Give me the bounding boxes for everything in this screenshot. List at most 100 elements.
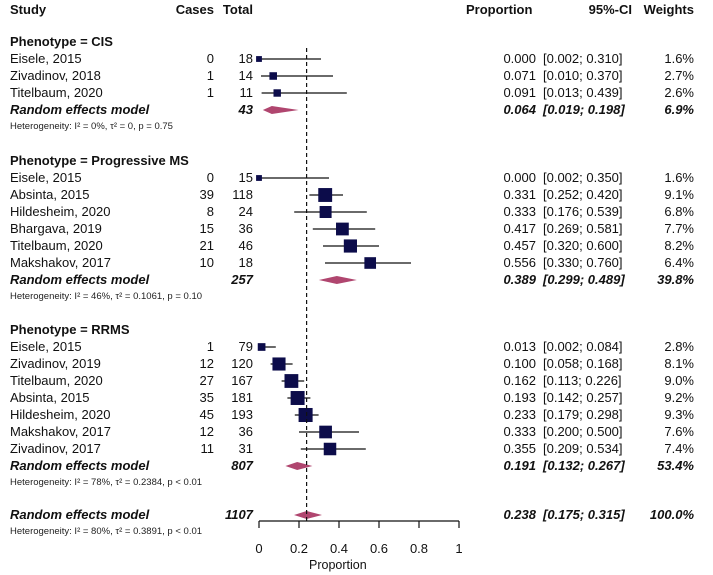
proportion-value: 0.417: [503, 221, 536, 236]
subgroup-title: Phenotype = CIS: [10, 34, 113, 49]
study-cases: 10: [199, 255, 214, 270]
study-square: [323, 442, 337, 456]
weight-value: 9.1%: [664, 187, 694, 202]
header-cases: Cases: [175, 2, 214, 17]
study-name: Hildesheim, 2020: [10, 204, 111, 219]
weight-value: 2.7%: [664, 68, 694, 83]
pooled-estimate-diamond: [318, 276, 357, 284]
ci-value: [0.176; 0.539]: [543, 204, 623, 219]
random-effects-model-label: Random effects model: [10, 458, 150, 473]
weight-value: 8.2%: [664, 238, 694, 253]
ci-value: [0.299; 0.489]: [543, 272, 625, 287]
x-tick-label: 0: [255, 541, 262, 556]
study-square: [269, 72, 277, 80]
study-cases: 21: [199, 238, 214, 253]
weight-value: 39.8%: [657, 272, 694, 287]
study-name: Absinta, 2015: [10, 390, 90, 405]
weight-value: 2.6%: [664, 85, 694, 100]
weight-value: 8.1%: [664, 356, 694, 371]
pooled-estimate-diamond: [294, 511, 322, 519]
study-square: [290, 391, 305, 405]
study-cases: 1: [206, 85, 214, 100]
study-square: [284, 374, 299, 388]
ci-value: [0.002; 0.310]: [543, 51, 623, 66]
study-total: 46: [238, 238, 253, 253]
study-total: 11: [239, 85, 254, 100]
study-name: Hildesheim, 2020: [10, 407, 111, 422]
study-total: 24: [238, 204, 253, 219]
header-total: Total: [222, 2, 253, 17]
study-cases: 1: [206, 339, 214, 354]
header-proportion: Proportion: [466, 2, 533, 17]
ci-value: [0.142; 0.257]: [543, 390, 623, 405]
proportion-value: 0.162: [503, 373, 536, 388]
study-cases: 12: [199, 356, 214, 371]
x-tick-label: 0.8: [410, 541, 428, 556]
model-total: 1107: [225, 507, 253, 522]
ci-value: [0.002; 0.350]: [543, 170, 623, 185]
ci-value: [0.200; 0.500]: [543, 424, 623, 439]
study-cases: 12: [199, 424, 214, 439]
ci-value: [0.132; 0.267]: [543, 458, 625, 473]
study-total: 120: [231, 356, 253, 371]
proportion-value: 0.389: [503, 272, 536, 287]
ci-value: [0.113; 0.226]: [543, 373, 622, 388]
weight-value: 2.8%: [664, 339, 694, 354]
weight-value: 6.8%: [664, 204, 694, 219]
proportion-value: 0.457: [503, 238, 536, 253]
pooled-estimate-diamond: [285, 462, 313, 470]
study-square: [364, 257, 377, 269]
study-cases: 45: [199, 407, 214, 422]
study-name: Zivadinov, 2019: [10, 356, 101, 371]
proportion-value: 0.333: [503, 204, 536, 219]
proportion-value: 0.355: [503, 441, 536, 456]
study-cases: 1: [206, 68, 214, 83]
ci-value: [0.002; 0.084]: [543, 339, 623, 354]
study-square: [256, 175, 262, 181]
heterogeneity-text: Heterogeneity: I² = 46%, τ² = 0.1061, p …: [10, 291, 203, 302]
weight-value: 9.0%: [664, 373, 694, 388]
study-total: 14: [238, 68, 253, 83]
proportion-value: 0.100: [503, 356, 536, 371]
study-square: [256, 56, 262, 62]
study-square: [343, 239, 357, 253]
heterogeneity-text: Heterogeneity: I² = 78%, τ² = 0.2384, p …: [10, 477, 203, 488]
header-weights: Weights: [643, 2, 694, 17]
weight-value: 6.9%: [664, 102, 694, 117]
study-name: Titelbaum, 2020: [10, 85, 103, 100]
weight-value: 6.4%: [664, 255, 694, 270]
study-total: 18: [238, 255, 253, 270]
study-cases: 8: [206, 204, 214, 219]
weight-value: 7.7%: [664, 221, 694, 236]
study-total: 18: [238, 51, 253, 66]
heterogeneity-text: Heterogeneity: I² = 80%, τ² = 0.3891, p …: [10, 526, 203, 537]
study-total: 31: [238, 441, 253, 456]
model-total: 807: [231, 458, 253, 473]
study-cases: 39: [199, 187, 214, 202]
proportion-value: 0.233: [503, 407, 536, 422]
study-name: Zivadinov, 2018: [10, 68, 101, 83]
study-name: Makshakov, 2017: [10, 255, 111, 270]
study-name: Eisele, 2015: [10, 170, 82, 185]
x-axis-label: Proportion: [309, 558, 367, 572]
study-name: Zivadinov, 2017: [10, 441, 101, 456]
study-total: 167: [231, 373, 253, 388]
study-name: Absinta, 2015: [10, 187, 90, 202]
study-name: Titelbaum, 2020: [10, 373, 103, 388]
ci-value: [0.252; 0.420]: [543, 187, 623, 202]
weight-value: 1.6%: [664, 170, 694, 185]
study-cases: 0: [206, 170, 214, 185]
study-total: 193: [231, 407, 253, 422]
ci-value: [0.013; 0.439]: [543, 85, 623, 100]
study-cases: 11: [200, 441, 215, 456]
x-tick-label: 0.6: [370, 541, 388, 556]
proportion-value: 0.331: [503, 187, 536, 202]
proportion-value: 0.013: [503, 339, 536, 354]
study-name: Makshakov, 2017: [10, 424, 111, 439]
study-square: [273, 89, 281, 97]
proportion-value: 0.238: [503, 507, 536, 522]
study-square: [319, 425, 332, 439]
study-name: Eisele, 2015: [10, 339, 82, 354]
study-total: 36: [238, 424, 253, 439]
